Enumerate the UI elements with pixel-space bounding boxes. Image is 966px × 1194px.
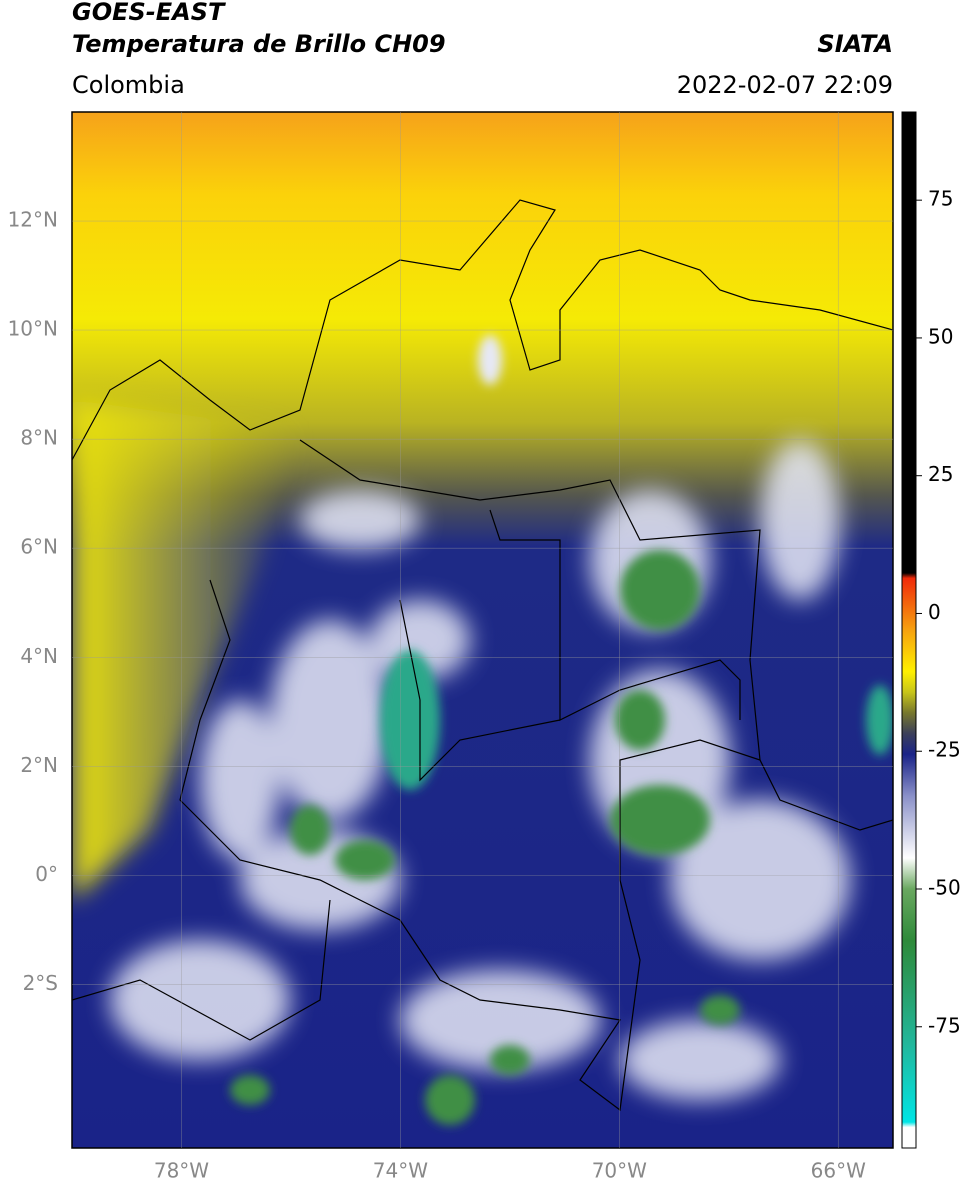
title: GOES-EAST <box>72 0 226 26</box>
satellite-image <box>72 112 893 1148</box>
colorbar-tick-label: 75 <box>928 187 953 211</box>
colorbar-tick-label: -50 <box>928 876 961 900</box>
source: SIATA <box>817 30 893 58</box>
lon-tick-label: 78°W <box>154 1159 209 1183</box>
lat-tick-label: 6°N <box>20 535 58 559</box>
lat-tick-label: 4°N <box>20 644 58 668</box>
colorbar-tick-label: 0 <box>928 600 941 624</box>
colorbar-tick-label: 50 <box>928 324 953 348</box>
lat-tick-label: 8°N <box>20 426 58 450</box>
region: Colombia <box>72 71 185 99</box>
map-frame <box>71 111 894 1149</box>
lat-tick-label: 2°S <box>23 971 58 995</box>
lat-tick-label: 10°N <box>8 317 58 341</box>
lat-tick-label: 2°N <box>20 753 58 777</box>
datetime: 2022-02-07 22:09 <box>677 71 893 99</box>
colorbar-tick-label: -75 <box>928 1013 961 1037</box>
lon-tick-label: 66°W <box>811 1159 866 1183</box>
lat-tick-label: 12°N <box>8 208 58 232</box>
lon-tick-label: 70°W <box>592 1159 647 1183</box>
colorbar-tick-label: -25 <box>928 738 961 762</box>
lat-tick-label: 0° <box>35 862 58 886</box>
subtitle: Temperatura de Brillo CH09 <box>72 30 446 58</box>
lon-tick-label: 74°W <box>373 1159 428 1183</box>
colorbar-tick-label: 25 <box>928 462 953 486</box>
colorbar <box>901 111 917 1149</box>
